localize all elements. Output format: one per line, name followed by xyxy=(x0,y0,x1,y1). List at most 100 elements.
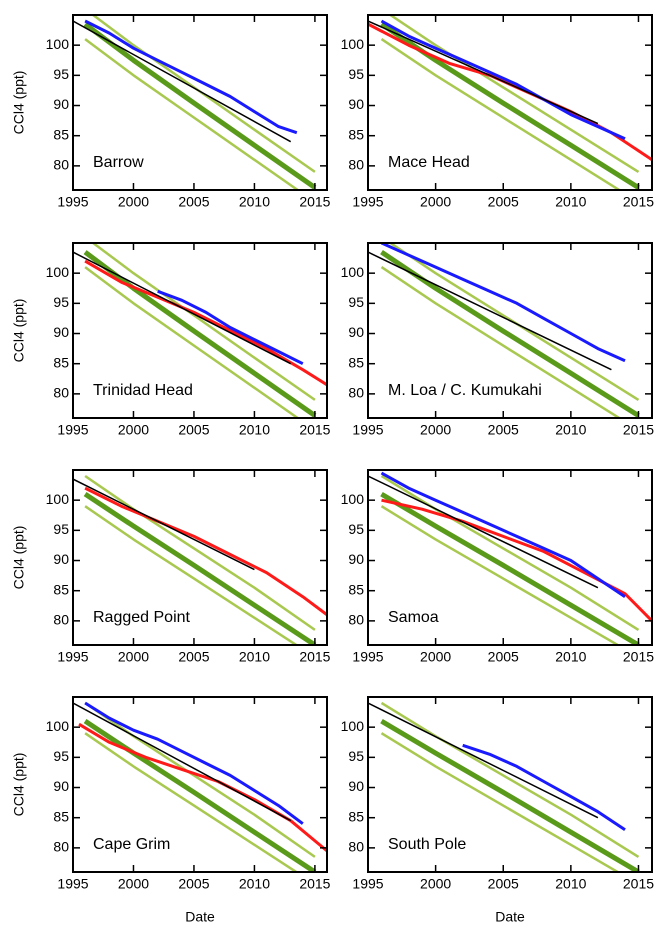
series-line xyxy=(380,471,626,598)
x-tick-label: 2000 xyxy=(420,194,451,210)
x-tick-label: 1995 xyxy=(352,876,383,892)
series-line xyxy=(84,486,327,617)
plot-area xyxy=(368,471,652,645)
y-tick-label: 80 xyxy=(348,612,364,628)
series-line xyxy=(380,243,626,363)
y-tick-label: 80 xyxy=(348,157,364,173)
y-tick-label: 80 xyxy=(53,385,69,401)
y-tick-label: 100 xyxy=(341,718,365,734)
plot-frame xyxy=(72,469,328,646)
x-tick-label: 2010 xyxy=(239,876,270,892)
x-tick-label: 2010 xyxy=(555,422,586,438)
series-line xyxy=(84,732,299,872)
series-line xyxy=(83,492,317,645)
x-tick-label: 1995 xyxy=(57,649,88,665)
series-line xyxy=(83,719,317,872)
x-tick-label: 2000 xyxy=(118,649,149,665)
x-tick-label: 2000 xyxy=(420,649,451,665)
x-tick-label: 2015 xyxy=(623,422,654,438)
x-tick-label: 2015 xyxy=(299,422,330,438)
y-tick-label: 90 xyxy=(53,551,69,567)
y-tick-label: 85 xyxy=(53,808,69,824)
y-tick-label: 80 xyxy=(348,839,364,855)
panel: 1995 2000 2005 2010 2015 80 85 90 95 100 M. Loa / … xyxy=(341,242,654,438)
series-line xyxy=(73,20,292,143)
plot-frame xyxy=(367,469,653,646)
y-tick-label: 80 xyxy=(53,157,69,173)
x-tick-label: 2005 xyxy=(178,194,209,210)
plot-area xyxy=(73,15,317,190)
panel: 1995 2000 2005 2010 2015 80 85 90 95 100 Trinidad … xyxy=(11,242,331,438)
y-tick-label: 100 xyxy=(46,36,70,52)
series-line xyxy=(91,243,316,401)
x-tick-label: 2000 xyxy=(420,422,451,438)
y-tick-label: 90 xyxy=(348,96,364,112)
plot-area xyxy=(73,474,327,645)
series-line xyxy=(91,15,316,173)
series-line xyxy=(462,743,626,832)
x-tick-label: 2010 xyxy=(555,194,586,210)
plot-area xyxy=(73,243,327,418)
y-tick-label: 95 xyxy=(53,294,69,310)
series-line xyxy=(84,701,316,858)
plot-area xyxy=(368,701,640,872)
station-label: Mace Head xyxy=(388,154,470,171)
series-line xyxy=(84,266,300,418)
series-line xyxy=(84,474,316,631)
y-tick-label: 80 xyxy=(53,839,69,855)
x-tick-label: 2015 xyxy=(299,194,330,210)
y-tick-label: 100 xyxy=(46,718,70,734)
y-tick-label: 100 xyxy=(341,264,365,280)
x-tick-label: 2005 xyxy=(488,422,519,438)
series-line xyxy=(368,251,612,371)
y-tick-label: 100 xyxy=(46,264,70,280)
series-line xyxy=(73,478,255,571)
y-tick-label: 100 xyxy=(341,491,365,507)
x-tick-label: 2015 xyxy=(623,876,654,892)
x-tick-label: 2000 xyxy=(118,876,149,892)
series-line xyxy=(380,701,640,858)
y-axis-label: CCl4 (ppt) xyxy=(11,299,27,363)
y-tick-label: 80 xyxy=(53,612,69,628)
y-tick-label: 85 xyxy=(53,581,69,597)
station-label: M. Loa / C. Kumukahi xyxy=(388,382,542,399)
x-tick-label: 2000 xyxy=(118,194,149,210)
y-axis-label: CCl4 (ppt) xyxy=(11,753,27,817)
y-tick-label: 85 xyxy=(348,354,364,370)
y-tick-label: 95 xyxy=(53,748,69,764)
series-line xyxy=(368,702,599,819)
x-tick-label: 2005 xyxy=(488,194,519,210)
y-tick-label: 95 xyxy=(348,748,364,764)
y-axis-label: CCl4 (ppt) xyxy=(11,526,27,590)
station-label: Trinidad Head xyxy=(93,382,193,399)
x-tick-label: 2010 xyxy=(239,194,270,210)
plot-frame xyxy=(367,696,653,873)
series-line xyxy=(381,498,652,622)
y-tick-label: 90 xyxy=(53,778,69,794)
x-axis-label: Date xyxy=(185,909,215,925)
series-line xyxy=(380,491,640,645)
station-label: Ragged Point xyxy=(93,609,191,626)
series-line xyxy=(83,250,317,418)
y-tick-label: 90 xyxy=(53,96,69,112)
y-tick-label: 95 xyxy=(348,521,364,537)
x-tick-label: 1995 xyxy=(352,422,383,438)
y-tick-label: 80 xyxy=(348,385,364,401)
x-tick-label: 1995 xyxy=(57,422,88,438)
series-line xyxy=(380,732,621,872)
x-tick-label: 2015 xyxy=(299,649,330,665)
series-line xyxy=(388,243,640,401)
y-tick-label: 100 xyxy=(341,36,365,52)
y-tick-label: 90 xyxy=(53,324,69,340)
y-tick-label: 85 xyxy=(53,354,69,370)
y-tick-label: 95 xyxy=(53,521,69,537)
series-line xyxy=(380,38,622,190)
series-line xyxy=(380,718,640,872)
plot-frame xyxy=(367,242,653,419)
y-tick-label: 85 xyxy=(348,808,364,824)
plot-area xyxy=(368,243,640,418)
y-axis-label: CCl4 (ppt) xyxy=(11,71,27,135)
y-tick-label: 85 xyxy=(53,126,69,142)
x-tick-label: 2015 xyxy=(623,649,654,665)
x-tick-label: 2015 xyxy=(299,876,330,892)
